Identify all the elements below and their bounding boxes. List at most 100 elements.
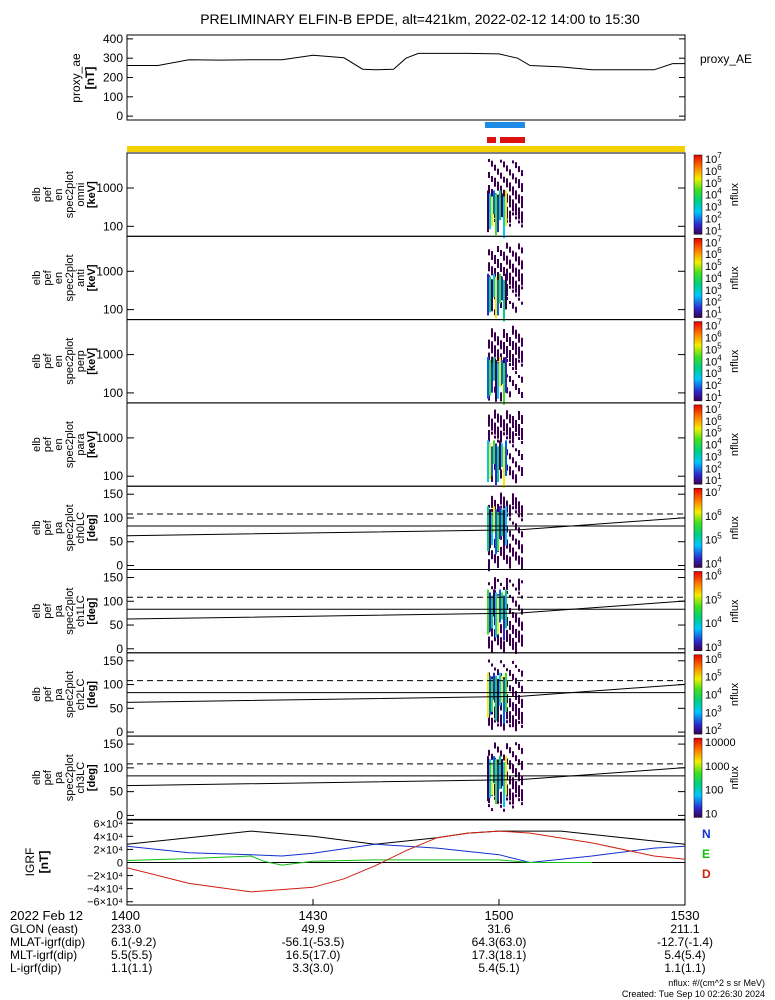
heatmap-core-cell (493, 506, 495, 534)
heatmap-cell (521, 415, 523, 424)
heatmap-core-cell (489, 193, 491, 230)
ytick-label: 150 (103, 737, 123, 751)
heatmap-cell (497, 503, 499, 516)
igrf-legend-D: D (702, 867, 711, 881)
heatmap-cell (497, 272, 499, 284)
colorbar-tick-label: 103 (705, 365, 722, 380)
heatmap-cell (512, 751, 514, 758)
heatmap-cell (512, 276, 514, 289)
panel-ylabel-line: [deg] (86, 514, 98, 541)
ephem-value: 3.3(3.0) (292, 961, 333, 975)
heatmap-cell (509, 301, 511, 304)
heatmap-cell (494, 435, 496, 439)
colorbar-pa_ch2 (693, 654, 703, 735)
heatmap-cell (488, 262, 490, 272)
ephem-value: 5.4(5.1) (478, 961, 519, 975)
colorbar-tick-label: 104 (705, 615, 722, 630)
heatmap-cell (506, 333, 508, 342)
heatmap-core-cell (503, 446, 505, 489)
heatmap-cell (518, 785, 520, 798)
colorbar-tick-label: 100 (705, 785, 723, 797)
proxy-ae-legend: proxy_AE (700, 52, 752, 66)
heatmap-cell (515, 461, 517, 468)
colorbar-tick-label: 103 (705, 448, 722, 463)
ytick-label: 100 (103, 469, 123, 483)
heatmap-cell (518, 668, 520, 672)
colorbar-tick-label: 103 (705, 282, 722, 297)
heatmap-cell (500, 701, 502, 711)
colorbar-label: nflux (729, 183, 741, 207)
heatmap-cell (515, 420, 517, 432)
heatmap-cell (497, 633, 499, 646)
heatmap-cell (512, 263, 514, 273)
heatmap-core-cell (493, 589, 495, 617)
heatmap-cell (500, 185, 502, 195)
heatmap-cell (491, 356, 493, 369)
panel-ylabel-line: elb (31, 521, 43, 536)
heatmap-cell (515, 433, 517, 436)
heatmap-cell (509, 391, 511, 398)
heatmap-core-cell (499, 273, 501, 304)
ephem-value: -56.1(-53.5) (282, 935, 345, 949)
heatmap-cell (491, 266, 493, 276)
heatmap-cell (518, 501, 520, 514)
heatmap-core-cell (499, 506, 501, 540)
proxy-ae-y-ticks: 0 100 200 300 400 (103, 32, 685, 123)
heatmap-cell (518, 269, 520, 282)
heatmap-cell (521, 350, 523, 363)
heatmap-cell (515, 538, 517, 545)
heatmap-cell (509, 594, 511, 598)
panel-ylabel-line: en (53, 272, 65, 284)
heatmap-core-cell (499, 190, 501, 221)
heatmap-cell (521, 634, 523, 647)
panel-pa_ch2: 150 100 50 0 elb pef pa spec2plot ch2LC [deg] 106 1… (31, 651, 741, 739)
heatmap-cell (509, 543, 511, 553)
heatmap-cell (518, 359, 520, 363)
colorbar-tick-label: 104 (705, 556, 722, 571)
heatmap-cell (518, 617, 520, 627)
heatmap-cell (512, 715, 514, 728)
heatmap-cell (521, 224, 523, 228)
science-zone-bar-red-2 (500, 137, 525, 143)
heatmap-cell (497, 259, 499, 268)
heatmap-cell (509, 246, 511, 253)
heatmap-cell (512, 777, 514, 790)
heatmap-core-cell (495, 675, 497, 721)
colorbar-tick-label: 106 (705, 163, 722, 178)
heatmap-cell (512, 624, 514, 634)
time-tick-label: 1530 (671, 908, 700, 923)
heatmap-core-cell (489, 443, 491, 480)
heatmap-cell (500, 469, 502, 479)
heatmap-cell (491, 627, 493, 637)
heatmap-cell (506, 743, 508, 750)
ytick-label: 50 (110, 785, 124, 799)
heatmap-cell (500, 340, 502, 350)
heatmap-cell (512, 367, 514, 370)
colorbar-pa_ch1 (693, 571, 703, 652)
heatmap-cell (509, 427, 511, 440)
heatmap-cell (506, 797, 508, 801)
heatmap-cell (512, 637, 514, 650)
panel-ylabel-line: [deg] (86, 597, 98, 624)
colorbar-tick-label: 101 (705, 472, 722, 487)
heatmap-cell (518, 720, 520, 724)
time-tick-label: 1400 (111, 908, 140, 923)
heatmap-cell (515, 677, 517, 684)
ephem-value: -12.7(-1.4) (657, 935, 713, 949)
panel-ylabel-line: elb (31, 604, 43, 619)
heatmap-cell (509, 517, 511, 521)
heatmap-cell (512, 792, 514, 805)
heatmap-cell (515, 600, 517, 607)
heatmap-core-cell (497, 279, 499, 316)
heatmap-cell (512, 470, 514, 480)
heatmap-cell (509, 788, 511, 801)
panel-ylabel-line: pef (42, 269, 54, 285)
igrf-legend-N: N (702, 827, 711, 841)
heatmap-core-cell (499, 672, 501, 706)
heatmap-cell (488, 582, 490, 586)
time-tick-label: 1430 (299, 908, 328, 923)
heatmap-core-cell (491, 512, 493, 546)
heatmap-cell (500, 546, 502, 556)
colorbar-tick-label: 105 (705, 258, 722, 273)
